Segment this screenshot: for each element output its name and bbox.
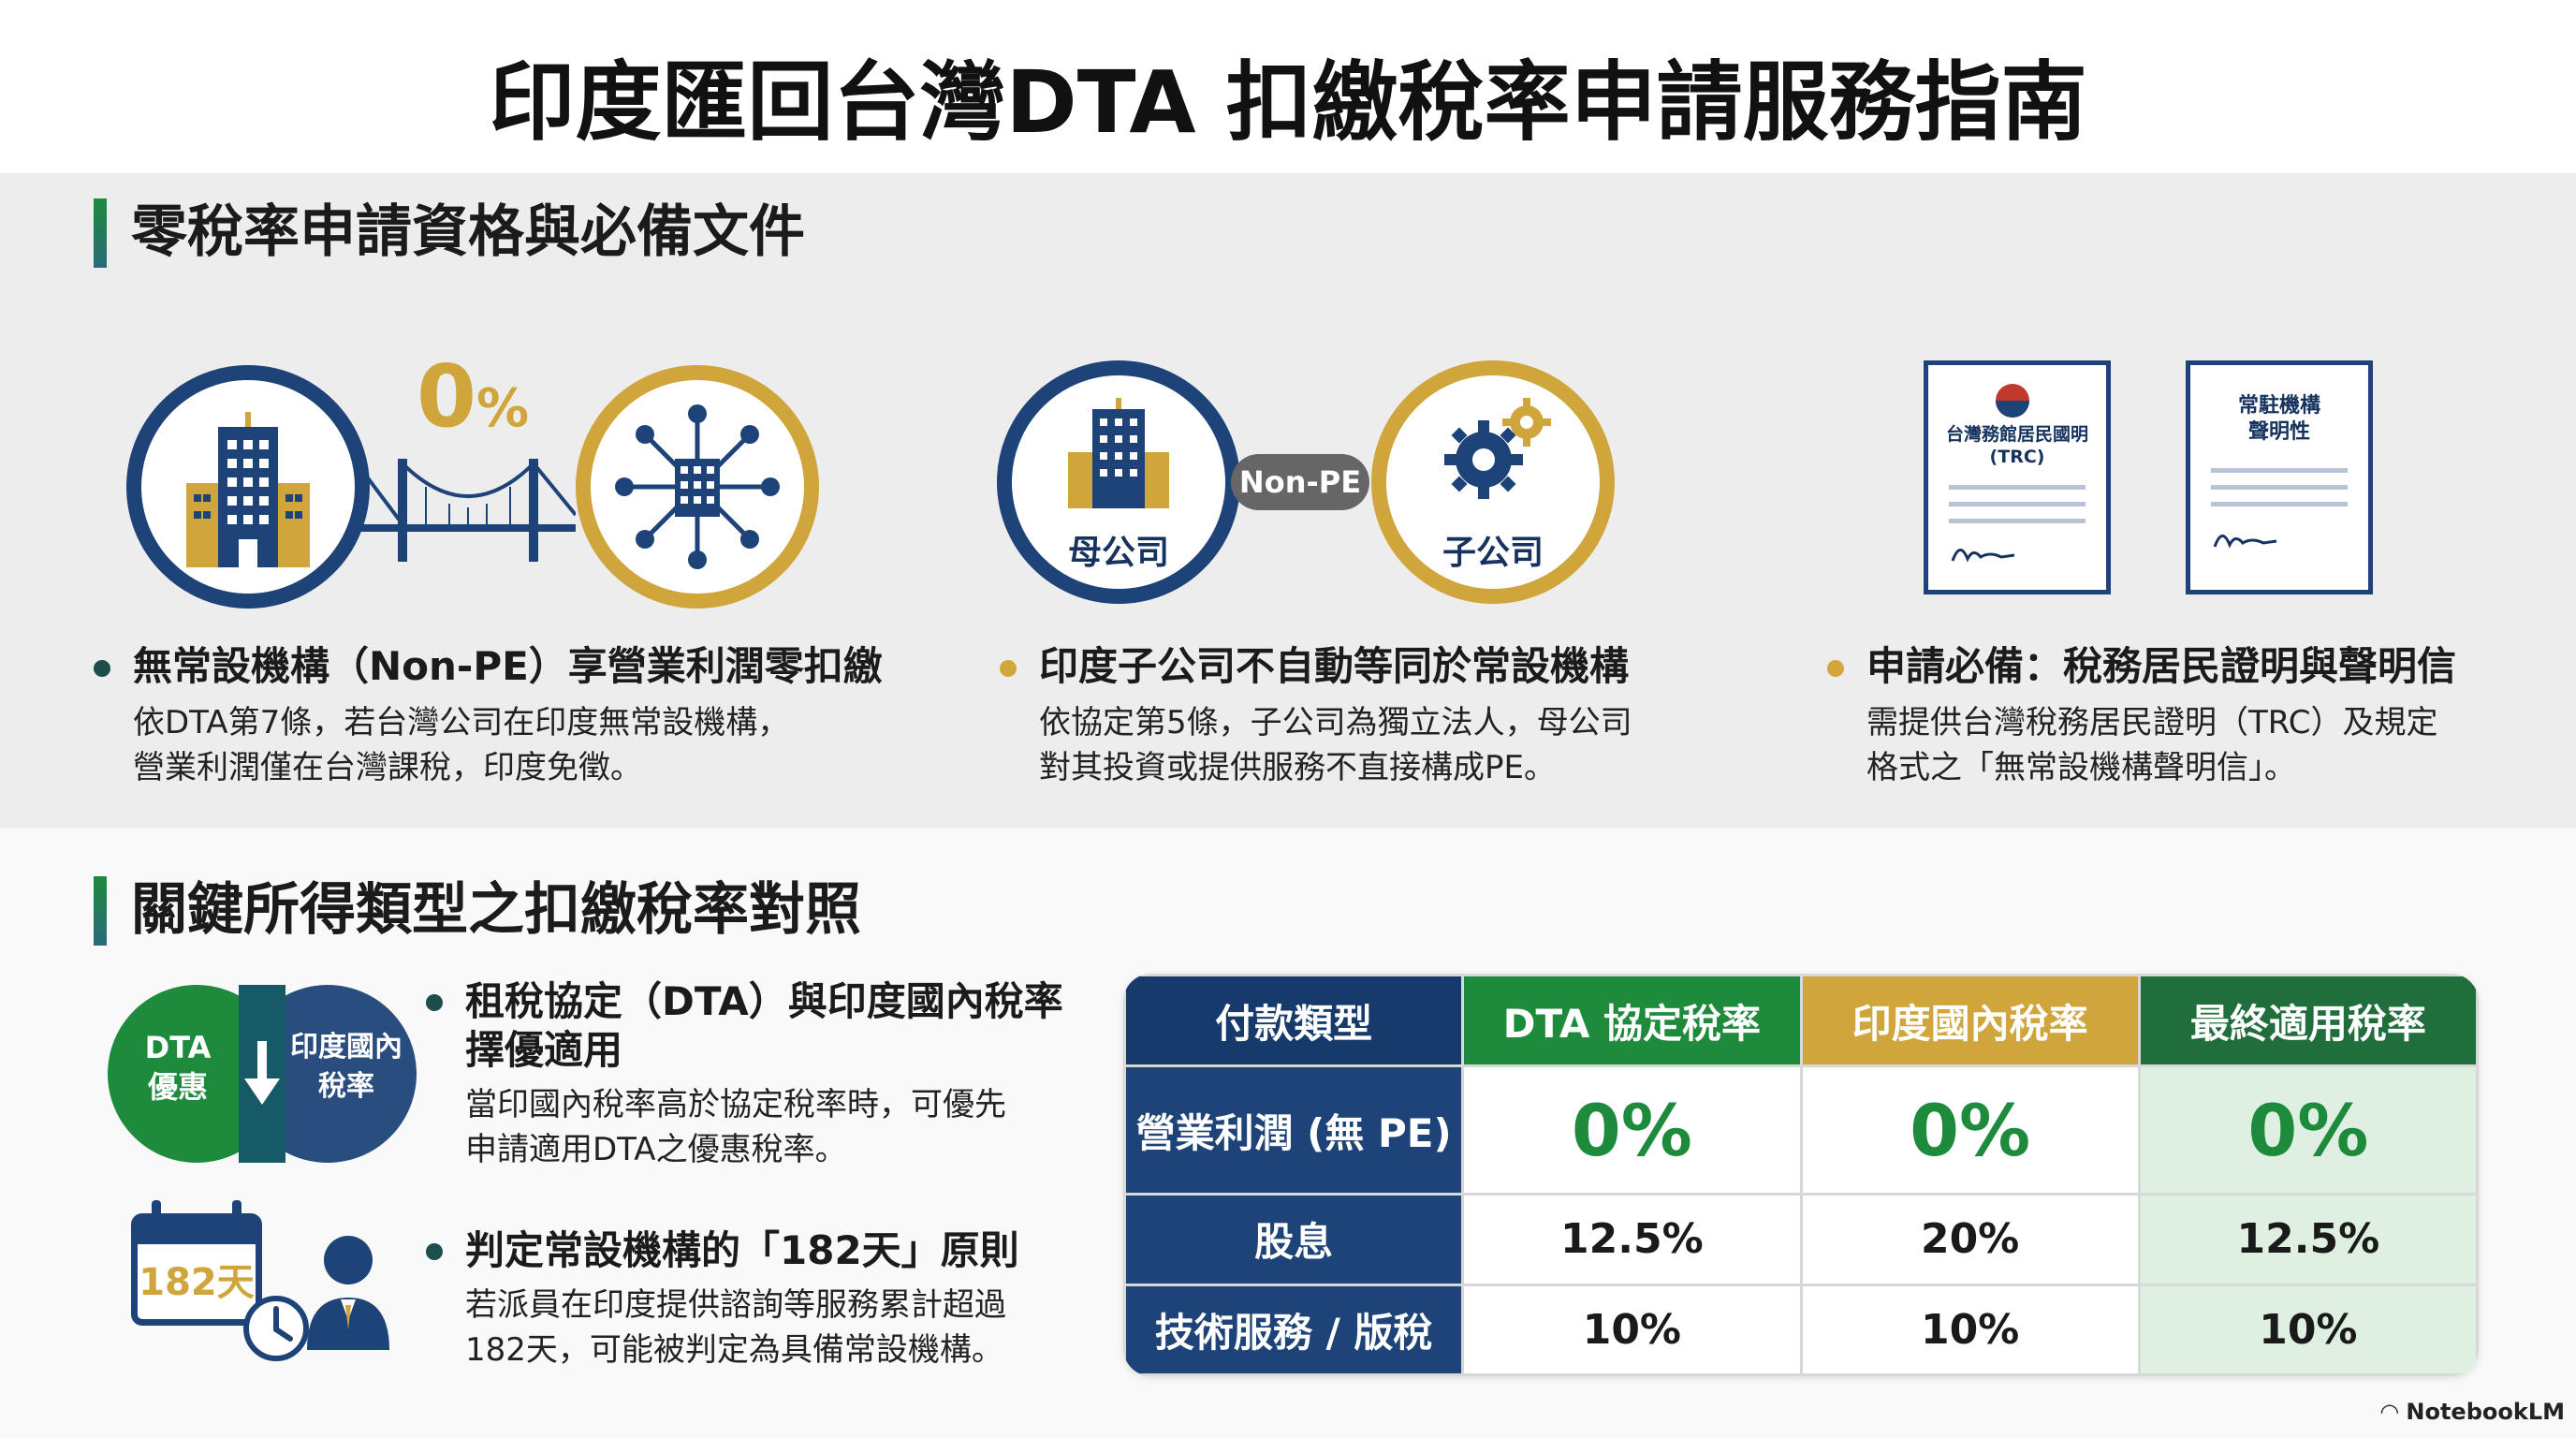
point-dta-choice-title-2: 擇優適用 (465, 1027, 623, 1073)
point-182-days-body-2: 182天，可能被判定為具備常設機構。 (465, 1331, 1003, 1369)
header-domestic-rate: 印度國內稅率 (1799, 974, 2141, 1067)
trc-title-line2: (TRC) (1989, 447, 2045, 467)
brand-text: NotebookLM (2406, 1399, 2565, 1425)
cell-domestic-business-profit: 0% (1799, 1064, 2141, 1196)
non-pe-badge: Non-PE (1231, 454, 1369, 510)
row-type-dividends: 股息 (1123, 1193, 1465, 1286)
row-type-business-profit: 營業利潤 (無 PE) (1123, 1064, 1465, 1196)
cell-dta-dividends: 12.5% (1461, 1193, 1803, 1286)
building-icon (186, 412, 310, 567)
point-subsidiary-title: 印度子公司不自動等同於常設機構 (1039, 643, 1630, 689)
emblem-icon (1996, 384, 2029, 418)
tax-rate-table: 付款類型 DTA 協定稅率 印度國內稅率 最終適用稅率 營業利潤 (無 PE) … (1123, 974, 2479, 1376)
calendar-days-label: 182天 (139, 1261, 255, 1304)
declaration-title-line2: 聲明性 (2247, 420, 2310, 444)
venn-dta-label: DTA 優惠 (126, 1028, 229, 1107)
employee-icon (307, 1236, 389, 1350)
bullet-dot (426, 1243, 443, 1260)
subsidiary-ring: 子公司 (1371, 360, 1615, 604)
declaration-document: 常駐機構 聲明性 (2186, 360, 2373, 594)
network-icon (615, 404, 780, 569)
cell-domestic-dividends: 20% (1799, 1193, 2141, 1286)
venn-dta-line1: DTA (144, 1030, 212, 1065)
arrow-down-icon (244, 1041, 280, 1105)
header-dta-rate: DTA 協定稅率 (1461, 974, 1803, 1067)
cell-final-business-profit: 0% (2137, 1064, 2479, 1196)
header-final-rate: 最終適用稅率 (2137, 974, 2479, 1067)
point-non-pe-body-1: 依DTA第7條，若台灣公司在印度無常設機構， (133, 704, 790, 741)
cell-dta-business-profit: 0% (1461, 1064, 1803, 1196)
graphic-zero-tax: 0% (126, 346, 838, 637)
trc-title-line1: 台灣務館居民國明 (1945, 424, 2088, 445)
venn-diagram: DTA 優惠 印度國內 稅率 (108, 985, 417, 1163)
cell-final-dividends: 12.5% (2137, 1193, 2479, 1286)
section1-accent-bar (94, 198, 107, 268)
cell-final-technical-royalty: 10% (2137, 1283, 2479, 1376)
section2-accent-bar (94, 876, 107, 946)
calendar-icon: 182天 (131, 1213, 262, 1326)
trc-document-title: 台灣務館居民國明 (TRC) (1928, 423, 2106, 468)
point-non-pe-body-2: 營業利潤僅在台灣課稅，印度免徵。 (133, 749, 642, 786)
network-ring (576, 365, 819, 609)
signature-icon (2213, 535, 2277, 549)
point-subsidiary-body-2: 對其投資或提供服務不直接構成PE。 (1039, 749, 1556, 786)
doc-line (1949, 519, 2086, 523)
point-non-pe-title: 無常設機構（Non-PE）享營業利潤零扣繳 (133, 643, 883, 689)
point-dta-choice-title-1: 租稅協定（DTA）與印度國內稅率 (465, 978, 1063, 1024)
table-row: 技術服務 / 版稅 10% 10% 10% (1123, 1283, 2479, 1376)
point-dta-choice-body-2: 申請適用DTA之優惠稅率。 (465, 1131, 847, 1168)
point-subsidiary-body-1: 依協定第5條，子公司為獨立法人，母公司 (1039, 704, 1632, 741)
venn-dta-line2: 優惠 (147, 1069, 208, 1105)
point-documents-title: 申請必備：稅務居民證明與聲明信 (1866, 643, 2457, 689)
zero-percent-sign: % (476, 378, 530, 439)
trc-document: 台灣務館居民國明 (TRC) (1924, 360, 2111, 594)
brand-label: ◠ NotebookLM (2378, 1399, 2565, 1425)
building-ring (126, 365, 370, 609)
subsidiary-label: 子公司 (1442, 534, 1544, 572)
bullet-dot (1827, 660, 1844, 677)
bullet-dot (94, 660, 110, 677)
table-row: 營業利潤 (無 PE) 0% 0% 0% (1123, 1064, 2479, 1196)
gears-icon (1444, 398, 1551, 499)
clock-icon (243, 1296, 309, 1361)
parent-company-ring: 母公司 (997, 360, 1240, 604)
calendar-ring (152, 1200, 161, 1228)
bullet-dot (426, 994, 443, 1011)
venn-domestic-line1: 印度國內 (290, 1031, 402, 1064)
table-row: 股息 12.5% 20% 12.5% (1123, 1193, 2479, 1286)
venn-domestic-label: 印度國內 稅率 (276, 1028, 417, 1107)
point-documents-body-2: 格式之「無常設機構聲明信」。 (1866, 749, 2296, 786)
parent-company-label: 母公司 (1067, 534, 1169, 572)
bridge-icon (360, 459, 576, 562)
doc-line (2211, 468, 2348, 473)
bullet-dot (1000, 660, 1017, 677)
cell-domestic-technical-royalty: 10% (1799, 1283, 2141, 1376)
point-documents-body-1: 需提供台灣稅務居民證明（TRC）及規定 (1866, 704, 2438, 741)
zero-percent-number: 0 (417, 346, 477, 447)
point-dta-choice-body-1: 當印國內稅率高於協定稅率時，可優先 (465, 1086, 1006, 1123)
point-182-days-body-1: 若派員在印度提供諮詢等服務累計超過 (465, 1286, 1006, 1324)
venn-domestic-line2: 稅率 (318, 1070, 374, 1103)
graphic-non-pe: 母公司 Non-PE 子公司 (997, 360, 1633, 623)
cell-dta-technical-royalty: 10% (1461, 1283, 1803, 1376)
table-header-row: 付款類型 DTA 協定稅率 印度國內稅率 最終適用稅率 (1123, 974, 2479, 1067)
declaration-document-title: 常駐機構 聲明性 (2190, 393, 2368, 446)
point-182-days-title: 判定常設機構的「182天」原則 (465, 1227, 1019, 1273)
page-title: 印度匯回台灣DTA 扣繳稅率申請服務指南 (489, 52, 2087, 153)
notebooklm-icon: ◠ (2380, 1399, 2407, 1425)
doc-line (1949, 485, 2086, 490)
doc-line (1949, 502, 2086, 506)
signature-icon (1951, 549, 2015, 563)
doc-line (2211, 502, 2348, 506)
row-type-technical-royalty: 技術服務 / 版稅 (1123, 1283, 1465, 1376)
header-payment-type: 付款類型 (1123, 974, 1465, 1067)
calendar-ring (232, 1200, 242, 1228)
zero-percent-graphic: 0% (417, 346, 529, 447)
declaration-title-line1: 常駐機構 (2237, 394, 2320, 418)
section1-heading: 零稅率申請資格與必備文件 (131, 199, 805, 265)
doc-line (2211, 485, 2348, 490)
parent-building-icon (1068, 398, 1169, 508)
section2-heading: 關鍵所得類型之扣繳稅率對照 (131, 877, 861, 943)
